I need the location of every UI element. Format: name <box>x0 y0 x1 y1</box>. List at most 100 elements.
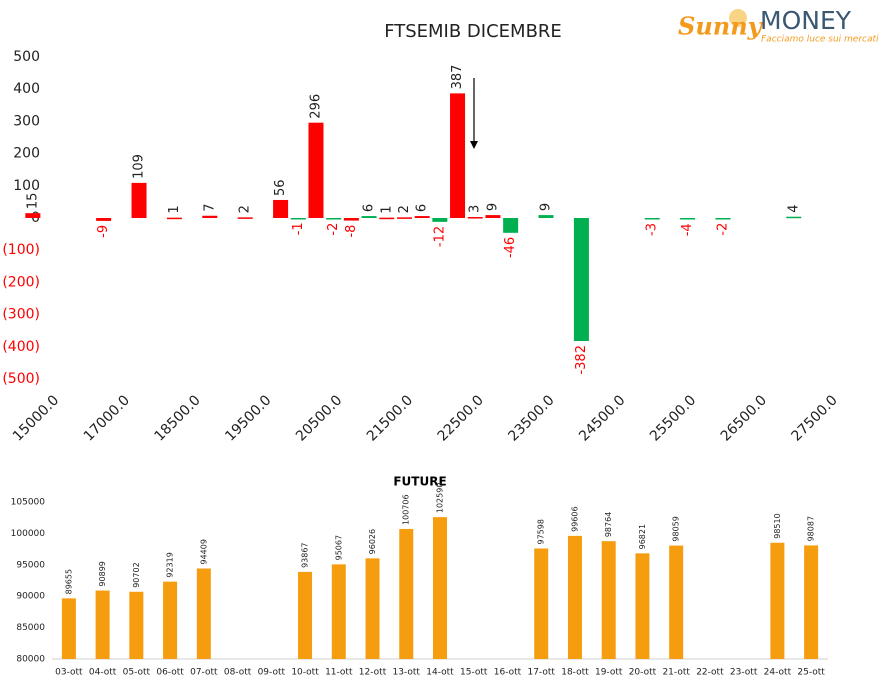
bar <box>534 548 549 659</box>
bar <box>567 535 582 659</box>
y-tick-label: 200 <box>13 146 40 162</box>
data-label: -2 <box>326 223 341 236</box>
data-label: 56 <box>273 179 288 196</box>
y-tick-label: 100 <box>13 178 40 194</box>
bar <box>129 591 144 659</box>
x-tick-label: 26500.0 <box>718 392 770 444</box>
data-label: 9 <box>485 203 500 211</box>
data-label: -4 <box>680 223 695 236</box>
y-tick-label: (100) <box>2 242 40 258</box>
data-label: 92319 <box>166 552 175 577</box>
x-tick-label: 16-ott <box>494 668 522 678</box>
bar <box>95 590 110 659</box>
x-tick-label: 11-ott <box>325 668 353 678</box>
data-label: 296 <box>308 94 323 119</box>
data-label: -3 <box>645 223 660 236</box>
bar <box>131 182 147 218</box>
x-tick-label: 21-ott <box>662 668 690 678</box>
x-tick-label: 04-ott <box>89 668 117 678</box>
data-label: 89655 <box>64 569 73 594</box>
y-tick-label: (300) <box>2 307 40 323</box>
x-tick-label: 24-ott <box>764 668 792 678</box>
x-tick-label: 14-ott <box>426 668 454 678</box>
data-label: 2 <box>238 205 253 213</box>
x-tick-label: 20500.0 <box>293 392 345 444</box>
bar <box>601 541 616 659</box>
data-label: 9 <box>539 203 554 211</box>
data-label: 96026 <box>368 529 377 554</box>
data-label: 93867 <box>301 542 310 567</box>
x-tick-label: 18-ott <box>561 668 589 678</box>
data-label: 98087 <box>807 516 816 541</box>
bar <box>237 217 253 219</box>
x-tick-label: 22-ott <box>696 668 724 678</box>
x-tick-label: 18500.0 <box>152 392 204 444</box>
y-tick-label: 100000 <box>11 529 46 539</box>
bar <box>308 122 324 218</box>
arrow-head <box>470 141 478 149</box>
bar <box>414 216 430 218</box>
y-tick-label: 85000 <box>16 623 45 633</box>
y-tick-label: 80000 <box>16 655 45 665</box>
y-tick-label: 300 <box>13 113 40 129</box>
bar <box>273 199 289 218</box>
bar <box>786 216 802 219</box>
y-tick-label: 105000 <box>11 498 46 508</box>
x-tick-label: 13-ott <box>393 668 421 678</box>
data-label: -9 <box>96 225 111 238</box>
x-tick-label: 24500.0 <box>576 392 628 444</box>
bar <box>361 216 377 218</box>
x-tick-label: 15-ott <box>460 668 488 678</box>
x-tick-label: 25500.0 <box>647 392 699 444</box>
data-label: 99606 <box>570 506 579 531</box>
x-tick-label: 09-ott <box>258 668 286 678</box>
bar <box>715 218 731 220</box>
data-label: 387 <box>450 65 465 90</box>
bar <box>163 581 178 659</box>
bar <box>644 218 660 220</box>
x-tick-label: 23500.0 <box>505 392 557 444</box>
annotation-arrow <box>470 78 478 149</box>
data-label: 98059 <box>672 516 681 541</box>
logo-tagline: Facciamo luce sui mercati <box>761 35 879 45</box>
bar <box>202 215 218 218</box>
data-label: 15 <box>25 193 40 210</box>
data-label: 94409 <box>199 539 208 564</box>
data-label: 6 <box>362 204 377 212</box>
x-tick-label: 20-ott <box>629 668 657 678</box>
bar <box>433 517 447 659</box>
bar <box>298 571 313 659</box>
data-label: 96821 <box>638 524 647 549</box>
data-label: 1 <box>167 205 182 213</box>
data-label: 2 <box>397 205 412 213</box>
data-label: 97598 <box>537 519 546 544</box>
bar <box>196 568 211 659</box>
data-label: 90702 <box>132 562 141 587</box>
x-tick-label: 17000.0 <box>81 392 133 444</box>
x-tick-label: 19500.0 <box>222 392 274 444</box>
bar <box>326 218 342 220</box>
bar <box>365 558 380 659</box>
x-tick-label: 12-ott <box>359 668 387 678</box>
x-tick-label: 22500.0 <box>435 392 487 444</box>
bar <box>680 218 696 220</box>
x-tick-label: 03-ott <box>55 668 83 678</box>
y-tick-label: (400) <box>2 339 40 355</box>
bar <box>61 598 76 659</box>
bar <box>25 213 41 218</box>
data-label: 98510 <box>773 513 782 538</box>
bar <box>467 217 483 219</box>
data-label: -382 <box>574 345 589 375</box>
x-tick-label: 21500.0 <box>364 392 416 444</box>
bar <box>432 218 448 222</box>
data-label: 4 <box>786 204 801 212</box>
bar <box>166 217 182 220</box>
bar <box>503 218 519 233</box>
x-tick-label: 23-ott <box>730 668 758 678</box>
data-label: 3 <box>468 205 483 213</box>
data-label: 100706 <box>402 494 411 525</box>
y-tick-label: 90000 <box>16 592 45 602</box>
data-label: 6 <box>415 204 430 212</box>
data-label: 102590 <box>436 483 445 514</box>
bar <box>399 528 414 659</box>
